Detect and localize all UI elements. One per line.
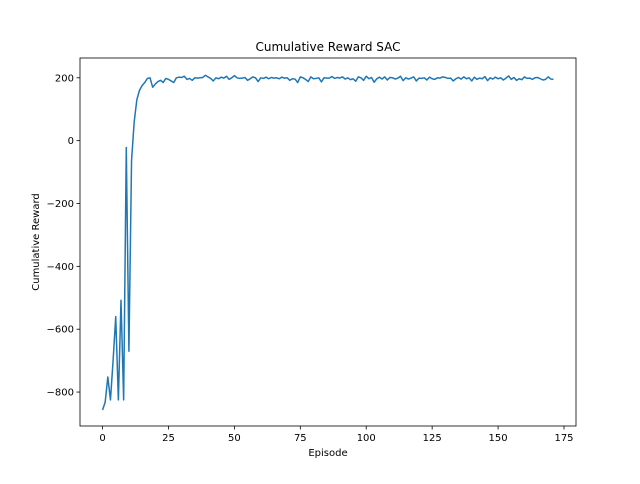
x-tick-label: 175 [554, 433, 573, 444]
y-tick-label: 0 [68, 136, 74, 147]
y-axis-label: Cumulative Reward [31, 193, 42, 291]
y-tick-label: −200 [47, 199, 74, 210]
y-tick-label: −800 [47, 388, 74, 399]
plot-frame [79, 57, 577, 427]
x-tick-label: 125 [423, 433, 442, 444]
y-tick-label: −400 [47, 262, 74, 273]
chart-title: Cumulative Reward SAC [255, 40, 400, 54]
x-tick-label: 75 [294, 433, 307, 444]
x-tick-label: 150 [489, 433, 508, 444]
x-tick-label: 100 [357, 433, 376, 444]
y-tick-label: 200 [55, 73, 74, 84]
data-line [101, 74, 554, 411]
x-tick-label: 50 [228, 433, 241, 444]
x-tick-label: 25 [162, 433, 175, 444]
x-axis-label: Episode [308, 448, 347, 459]
x-tick-label: 0 [99, 433, 105, 444]
y-tick-label: −600 [47, 325, 74, 336]
